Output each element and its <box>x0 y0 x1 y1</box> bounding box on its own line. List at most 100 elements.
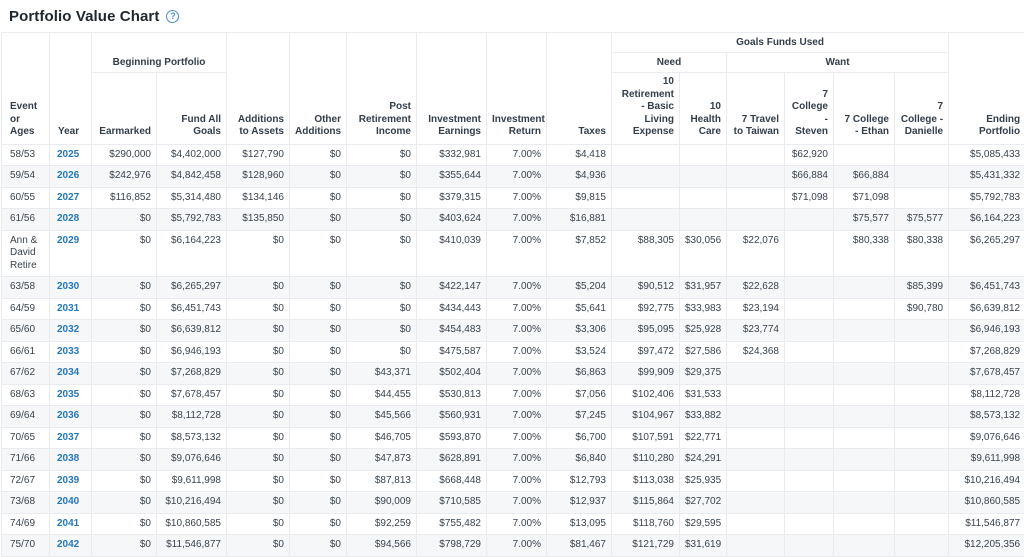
value-cell <box>785 209 834 231</box>
year-link[interactable]: 2028 <box>57 213 79 224</box>
col-header-investment-return: Investment Return <box>487 33 547 145</box>
value-cell: $10,216,494 <box>949 470 1024 492</box>
value-cell: $0 <box>227 535 290 557</box>
value-cell: $8,112,728 <box>949 384 1024 406</box>
value-cell: 7.00% <box>487 427 547 449</box>
value-cell: $0 <box>290 492 347 514</box>
value-cell: $0 <box>290 298 347 320</box>
year-link[interactable]: 2027 <box>57 192 79 203</box>
value-cell <box>612 144 680 166</box>
event-or-ages-cell: 64/59 <box>2 298 50 320</box>
value-cell: 7.00% <box>487 230 547 277</box>
value-cell <box>834 341 895 363</box>
value-cell: $0 <box>92 209 157 231</box>
year-cell: 2039 <box>50 470 92 492</box>
value-cell <box>727 363 785 385</box>
col-header-college-danielle: 7 College - Danielle <box>895 73 949 145</box>
value-cell: $6,840 <box>547 449 612 471</box>
value-cell: $628,891 <box>417 449 487 471</box>
value-cell: 7.00% <box>487 513 547 535</box>
value-cell: $0 <box>290 449 347 471</box>
year-link[interactable]: 2026 <box>57 170 79 181</box>
year-link[interactable]: 2039 <box>57 475 79 486</box>
value-cell <box>834 144 895 166</box>
value-cell: $0 <box>347 230 417 277</box>
value-cell: $0 <box>92 230 157 277</box>
value-cell: $27,586 <box>680 341 727 363</box>
event-or-ages-cell: Ann & David Retire <box>2 230 50 277</box>
value-cell <box>895 406 949 428</box>
value-cell: $75,577 <box>895 209 949 231</box>
value-cell: $90,512 <box>612 277 680 299</box>
value-cell: $4,418 <box>547 144 612 166</box>
value-cell: $10,860,585 <box>949 492 1024 514</box>
year-link[interactable]: 2041 <box>57 518 79 529</box>
year-link[interactable]: 2038 <box>57 453 79 464</box>
year-link[interactable]: 2032 <box>57 324 79 335</box>
value-cell: $710,585 <box>417 492 487 514</box>
value-cell: $0 <box>92 535 157 557</box>
value-cell <box>727 187 785 209</box>
event-or-ages-cell: 74/69 <box>2 513 50 535</box>
value-cell <box>680 187 727 209</box>
help-icon[interactable]: ? <box>166 10 179 23</box>
value-cell: $88,305 <box>612 230 680 277</box>
year-link[interactable]: 2035 <box>57 389 79 400</box>
year-link[interactable]: 2029 <box>57 235 79 246</box>
value-cell <box>895 492 949 514</box>
value-cell: 7.00% <box>487 384 547 406</box>
value-cell: $0 <box>227 298 290 320</box>
col-header-fund-all-goals: Fund All Goals <box>157 73 227 145</box>
value-cell: $128,960 <box>227 166 290 188</box>
col-header-ending-portfolio: Ending Portfolio <box>949 33 1024 145</box>
value-cell: $0 <box>347 320 417 342</box>
value-cell: $5,431,332 <box>949 166 1024 188</box>
value-cell <box>895 384 949 406</box>
value-cell: $29,375 <box>680 363 727 385</box>
value-cell: $0 <box>92 320 157 342</box>
value-cell: $95,095 <box>612 320 680 342</box>
value-cell: $6,639,812 <box>157 320 227 342</box>
value-cell <box>834 513 895 535</box>
value-cell: $422,147 <box>417 277 487 299</box>
value-cell <box>727 166 785 188</box>
value-cell: $0 <box>347 298 417 320</box>
value-cell <box>834 406 895 428</box>
col-header-additions-to-assets: Additions to Assets <box>227 33 290 145</box>
year-link[interactable]: 2036 <box>57 410 79 421</box>
year-link[interactable]: 2042 <box>57 539 79 550</box>
value-cell: $0 <box>92 449 157 471</box>
value-cell: $0 <box>290 320 347 342</box>
value-cell: $127,790 <box>227 144 290 166</box>
value-cell <box>785 230 834 277</box>
value-cell: $33,983 <box>680 298 727 320</box>
value-cell: $0 <box>227 513 290 535</box>
value-cell: $134,146 <box>227 187 290 209</box>
value-cell: $0 <box>227 427 290 449</box>
year-cell: 2036 <box>50 406 92 428</box>
col-header-retirement-basic-living-expense: 10 Retirement - Basic Living Expense <box>612 73 680 145</box>
value-cell: $113,038 <box>612 470 680 492</box>
value-cell: 7.00% <box>487 144 547 166</box>
value-cell: $0 <box>290 277 347 299</box>
value-cell: $92,259 <box>347 513 417 535</box>
value-cell: $7,056 <box>547 384 612 406</box>
value-cell: $6,946,193 <box>157 341 227 363</box>
year-link[interactable]: 2034 <box>57 367 79 378</box>
year-link[interactable]: 2025 <box>57 149 79 160</box>
value-cell <box>785 363 834 385</box>
year-link[interactable]: 2033 <box>57 346 79 357</box>
value-cell: $434,443 <box>417 298 487 320</box>
year-link[interactable]: 2030 <box>57 281 79 292</box>
value-cell: $25,928 <box>680 320 727 342</box>
year-link[interactable]: 2031 <box>57 303 79 314</box>
value-cell: $10,216,494 <box>157 492 227 514</box>
year-link[interactable]: 2037 <box>57 432 79 443</box>
year-link[interactable]: 2040 <box>57 496 79 507</box>
value-cell: $0 <box>92 363 157 385</box>
value-cell: $102,406 <box>612 384 680 406</box>
